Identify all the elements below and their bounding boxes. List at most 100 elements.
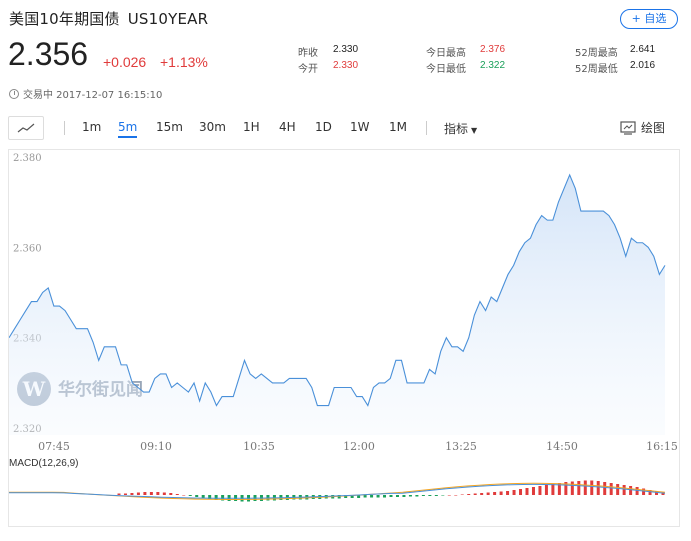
macd-bar [182,495,186,496]
x-tick-label: 12:00 [343,440,375,453]
stat-low-value: 2.322 [480,60,506,71]
macd-bar [201,495,205,498]
macd-bar [603,482,607,495]
period-5m[interactable]: 5m [118,120,138,138]
macd-bar [577,481,581,495]
stat-52w-low-label: 52周最低 [575,64,618,75]
stat-open-value: 2.330 [333,60,359,71]
macd-bar [136,492,140,495]
price-change: +0.026 [103,54,147,70]
macd-bar [415,495,419,497]
macd-bar [434,495,438,496]
macd-bar [551,484,555,495]
macd-bar [162,492,166,495]
draw-label: 绘图 [641,121,666,135]
chart-canvas: W华尔街见闻2.3802.3602.3402.32007:4509:1010:3… [9,153,678,502]
period-4h[interactable]: 4H [279,120,296,134]
macd-bar [421,495,425,496]
macd-bar [642,488,646,495]
macd-bar [395,495,399,497]
instrument-code: US10YEAR [127,10,209,28]
macd-bar [493,492,497,495]
instrument-title: 美国10年期国债 US10YEAR [9,8,208,29]
macd-bar [525,488,529,495]
stat-low-label: 今日最低 [426,64,466,75]
price-chart[interactable]: W华尔街见闻2.3802.3602.3402.32007:4509:1010:3… [8,149,680,527]
macd-bar [214,495,218,500]
macd-bar [408,495,412,497]
macd-bar [531,487,535,495]
macd-bar [564,482,568,495]
macd-bar [570,481,574,495]
macd-bar [538,486,542,495]
caret-down-icon: ▼ [471,126,478,135]
trade-time: 交易中 2017-12-07 16:15:10 [23,90,163,101]
period-30m[interactable]: 30m [199,120,226,134]
stat-52w-high-label: 52周最高 [575,48,618,59]
stat-52w-low-value: 2.016 [630,60,656,71]
macd-bar [447,495,451,496]
macd-bar [402,495,406,497]
macd-bar [512,490,516,495]
x-tick-label: 09:10 [140,440,172,453]
macd-bar [629,486,633,495]
macd-bar [344,495,348,498]
x-tick-label: 10:35 [243,440,275,453]
macd-bar [221,495,225,501]
x-tick-label: 13:25 [445,440,477,453]
macd-bar [616,484,620,495]
macd-bar [596,481,600,495]
macd-bar [441,495,445,496]
trade-status: 交易中 2017-12-07 16:15:10 [9,86,162,101]
macd-bar [655,491,659,495]
y-tick-label: 2.380 [13,153,42,164]
macd-bar [519,489,523,495]
y-tick-label: 2.360 [13,243,42,254]
x-tick-label: 14:50 [546,440,578,453]
period-1h[interactable]: 1H [243,120,260,134]
macd-bar [544,485,548,495]
period-1d[interactable]: 1D [315,120,332,134]
period-1m[interactable]: 1m [82,120,102,134]
period-1mo[interactable]: 1M [389,120,407,134]
macd-bar [350,495,354,498]
macd-bar [156,492,160,495]
macd-bar [175,494,179,495]
macd-dea-line [9,483,666,499]
draw-button[interactable]: 绘图 [620,119,665,136]
macd-bar [486,492,490,495]
macd-label: MACD(12,26,9) [9,458,78,469]
stat-open-label: 今开 [298,64,318,75]
macd-bar [117,493,121,495]
macd-bar [370,495,374,498]
drawing-icon [620,120,636,135]
macd-bar [661,492,665,495]
macd-bar [383,495,387,498]
chart-type-button[interactable] [8,116,44,140]
stat-prev-close-value: 2.330 [333,44,359,55]
price-change-percent: +1.13% [160,54,208,70]
clock-icon [9,88,19,99]
indicator-label: 指标 [444,122,469,136]
price-line [9,173,666,407]
macd-bar [506,491,510,495]
indicator-dropdown[interactable]: 指标 ▼ [444,120,477,137]
macd-bar [460,494,464,495]
period-15m[interactable]: 15m [156,120,183,134]
current-price: 2.356 [8,36,89,72]
macd-bar [208,495,212,499]
stat-prev-close-label: 昨收 [298,48,318,59]
chart-toolbar: 1m 5m 15m 30m 1H 4H 1D 1W 1M 指标 ▼ 绘图 [8,114,683,142]
macd-bar [609,483,613,495]
macd-bar [195,495,199,497]
macd-bar [363,495,367,498]
add-watchlist-button[interactable]: + 自选 [620,9,678,29]
toolbar-divider [426,121,427,135]
period-1w[interactable]: 1W [350,120,370,134]
macd-bar [648,490,652,495]
macd-bar [622,485,626,495]
stat-high-value: 2.376 [480,44,506,55]
instrument-name: 美国10年期国债 [9,10,120,28]
macd-bar [499,491,503,495]
stat-high-label: 今日最高 [426,48,466,59]
